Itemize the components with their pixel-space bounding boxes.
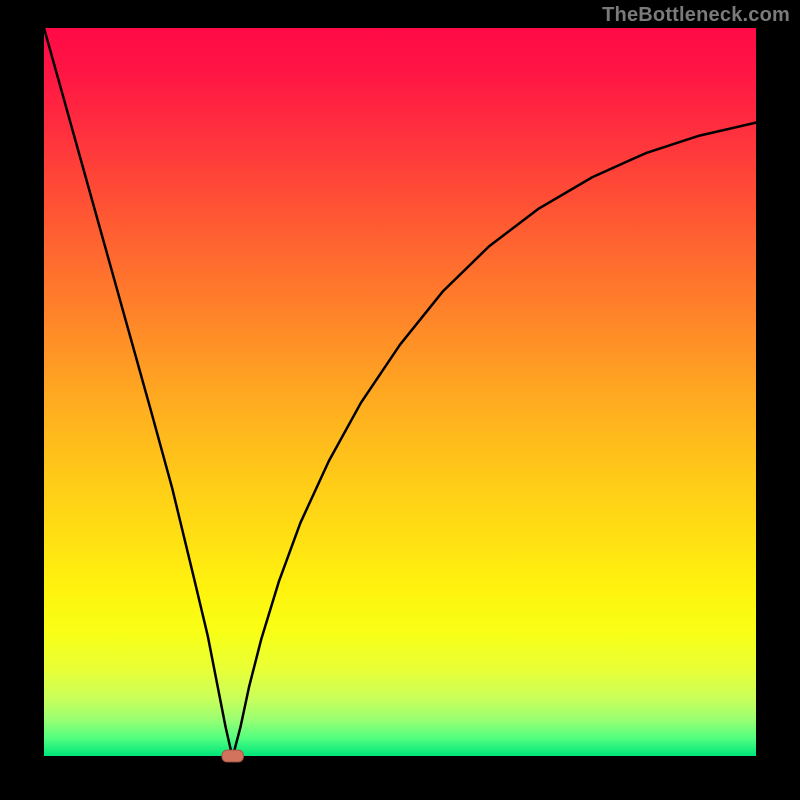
optimal-marker	[222, 750, 243, 762]
watermark-text: TheBottleneck.com	[602, 4, 790, 27]
chart-stage: TheBottleneck.com	[0, 0, 800, 800]
bottleneck-chart	[0, 0, 800, 800]
plot-background	[44, 28, 756, 756]
